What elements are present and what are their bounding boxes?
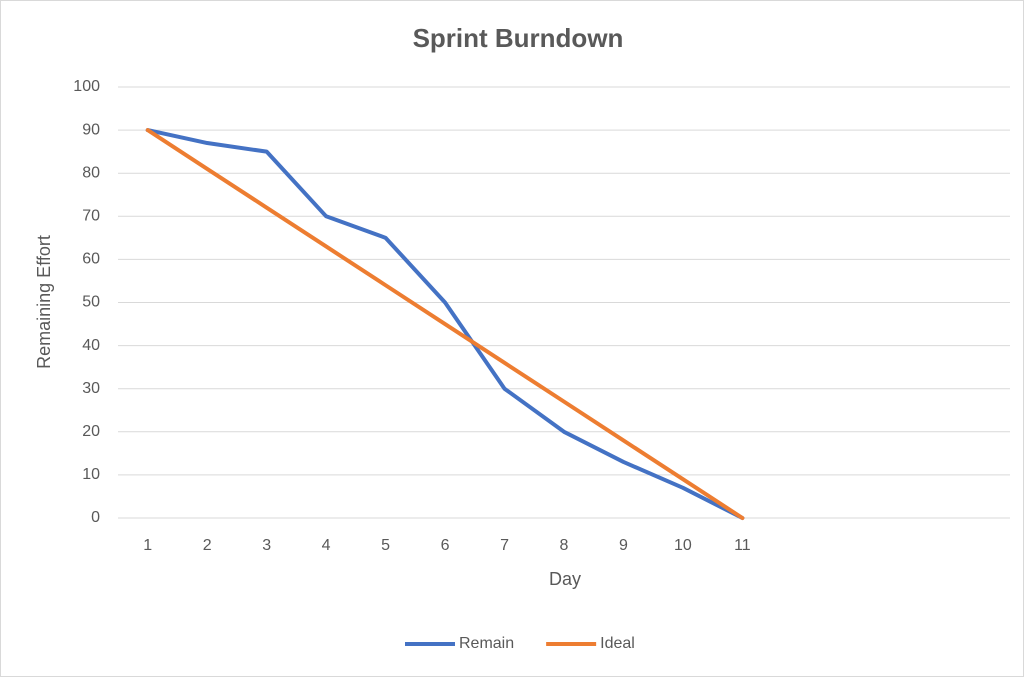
y-tick-label: 30 xyxy=(82,380,100,397)
y-tick-label: 50 xyxy=(82,294,100,311)
x-tick-label: 5 xyxy=(381,537,390,554)
x-tick-label: 4 xyxy=(322,537,331,554)
series-line xyxy=(145,128,745,520)
y-tick-label: 90 xyxy=(82,121,100,138)
x-tick-label: 6 xyxy=(441,537,450,554)
y-tick-label: 70 xyxy=(82,208,100,225)
y-tick-label: 40 xyxy=(82,337,100,354)
x-tick-label: 2 xyxy=(203,537,212,554)
x-tick-label: 1 xyxy=(143,537,152,554)
y-axis-title: Remaining Effort xyxy=(34,235,54,369)
y-tick-label: 100 xyxy=(73,78,100,95)
series-line xyxy=(145,128,745,520)
chart-title: Sprint Burndown xyxy=(413,23,624,53)
x-tick-label: 10 xyxy=(674,537,692,554)
x-tick-label: 9 xyxy=(619,537,628,554)
y-tick-label: 80 xyxy=(82,164,100,181)
x-tick-label: 8 xyxy=(560,537,569,554)
y-tick-label: 20 xyxy=(82,423,100,440)
x-axis-title: Day xyxy=(549,569,581,589)
y-tick-label: 0 xyxy=(91,509,100,526)
y-tick-label: 10 xyxy=(82,466,100,483)
x-tick-label: 3 xyxy=(262,537,271,554)
legend-label: Remain xyxy=(459,635,514,652)
x-tick-label: 11 xyxy=(734,537,751,554)
legend-label: Ideal xyxy=(600,635,635,652)
y-tick-label: 60 xyxy=(82,251,100,268)
x-tick-label: 7 xyxy=(500,537,509,554)
